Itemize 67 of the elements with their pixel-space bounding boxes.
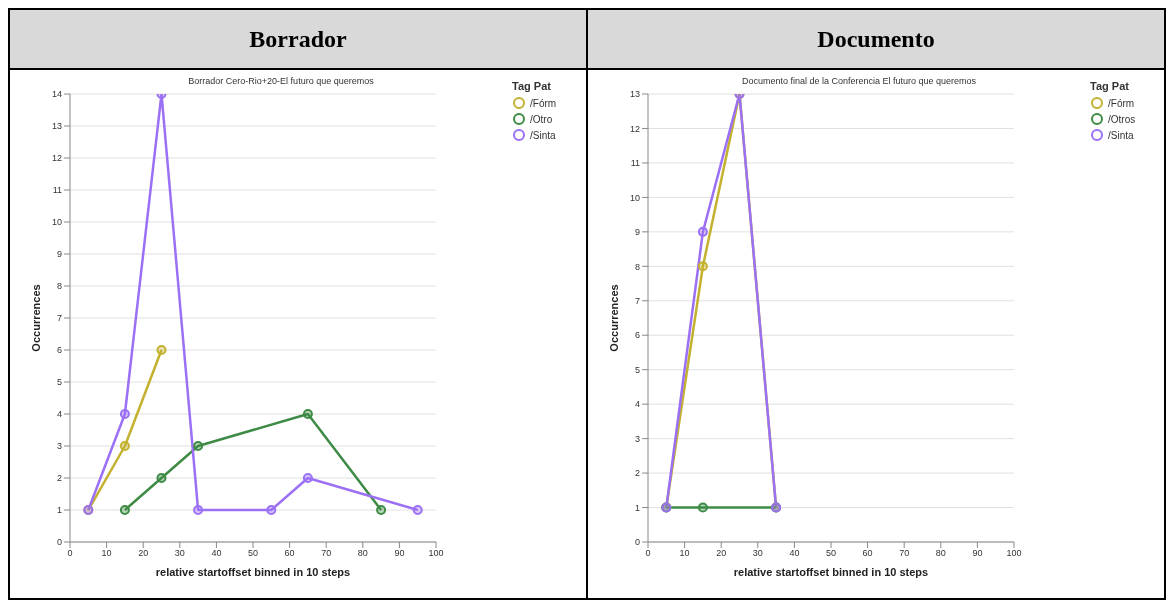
y-tick-label: 4 — [634, 399, 640, 410]
x-tick-label: 40 — [789, 548, 800, 559]
y-tick-label: 13 — [629, 89, 640, 100]
y-tick-label: 9 — [634, 227, 640, 238]
x-tick-label: 90 — [394, 548, 405, 559]
legend-label: /Otro — [530, 113, 553, 125]
y-tick-label: 11 — [52, 185, 62, 196]
y-tick-label: 7 — [634, 295, 640, 306]
legend-label: /Sinta — [530, 129, 556, 141]
y-tick-label: 5 — [56, 377, 62, 388]
chart-subtitle: Documento final de la Conferencia El futuro que queremos — [741, 76, 977, 86]
x-tick-label: 100 — [428, 548, 444, 559]
y-tick-label: 0 — [634, 537, 640, 548]
x-tick-label: 80 — [935, 548, 946, 559]
x-tick-label: 50 — [247, 548, 259, 559]
x-tick-label: 60 — [284, 548, 295, 559]
y-tick-label: 5 — [634, 364, 640, 375]
chart-title: Documento — [588, 10, 1164, 70]
y-tick-label: 1 — [634, 502, 640, 513]
y-tick-label: 6 — [634, 330, 640, 341]
x-tick-label: 70 — [899, 548, 910, 559]
x-tick-label: 20 — [138, 548, 149, 559]
x-tick-label: 10 — [101, 548, 112, 559]
y-tick-label: 7 — [56, 313, 62, 324]
chart-title: Borrador — [10, 10, 586, 70]
x-axis-title: relative startoffset binned in 10 steps — [155, 566, 351, 578]
y-tick-label: 6 — [56, 345, 62, 356]
x-tick-label: 80 — [357, 548, 368, 559]
y-tick-label: 3 — [56, 441, 62, 452]
y-tick-label: 3 — [634, 433, 640, 444]
y-tick-label: 8 — [56, 281, 62, 292]
y-tick-label: 2 — [56, 473, 62, 484]
y-tick-label: 13 — [51, 121, 62, 132]
y-tick-label: 10 — [51, 217, 62, 228]
legend-label: /Otros — [1108, 113, 1136, 125]
x-tick-label: 20 — [716, 548, 727, 559]
x-tick-label: 30 — [752, 548, 763, 559]
y-axis-title: Occurrences — [607, 284, 620, 352]
legend-label: /Fórm — [530, 97, 557, 109]
y-axis-title: Occurrences — [29, 284, 42, 352]
x-tick-label: 50 — [825, 548, 837, 559]
y-tick-label: 14 — [51, 89, 62, 100]
y-tick-label: 12 — [51, 153, 62, 164]
x-tick-label: 30 — [174, 548, 185, 559]
y-tick-label: 9 — [56, 249, 62, 260]
legend-label: /Fórm — [1108, 97, 1135, 109]
y-tick-label: 8 — [634, 261, 640, 272]
y-tick-label: 12 — [629, 123, 640, 134]
legend-title: Tag Pat — [1090, 80, 1130, 92]
y-tick-label: 10 — [629, 192, 640, 203]
y-tick-label: 1 — [56, 505, 62, 516]
legend-label: /Sinta — [1108, 129, 1134, 141]
y-tick-label: 0 — [56, 537, 62, 548]
y-tick-label: 4 — [56, 409, 62, 420]
x-tick-label: 40 — [211, 548, 222, 559]
y-tick-label: 2 — [634, 468, 640, 479]
x-axis-title: relative startoffset binned in 10 steps — [733, 566, 929, 578]
y-tick-label: 11 — [630, 158, 640, 169]
x-tick-label: 0 — [645, 548, 651, 559]
chart-subtitle: Borrador Cero-Rio+20-El futuro que queremos — [188, 76, 375, 86]
x-tick-label: 0 — [67, 548, 73, 559]
x-tick-label: 90 — [972, 548, 983, 559]
legend-title: Tag Pat — [512, 80, 552, 92]
x-tick-label: 100 — [1006, 548, 1022, 559]
x-tick-label: 70 — [321, 548, 332, 559]
x-tick-label: 60 — [862, 548, 873, 559]
x-tick-label: 10 — [679, 548, 690, 559]
